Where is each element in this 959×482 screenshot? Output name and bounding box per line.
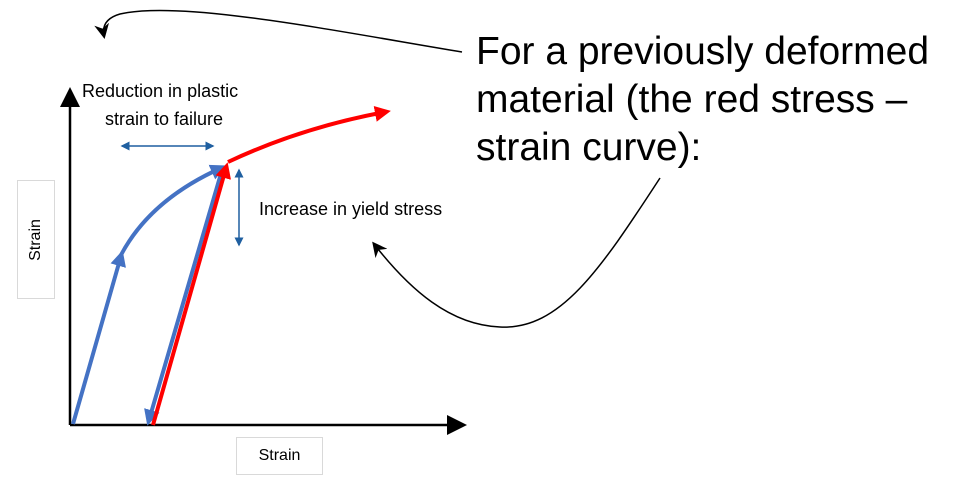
yield-increase-label: Increase in yield stress — [259, 199, 443, 219]
x-axis-label: Strain — [258, 447, 301, 464]
red-reloading — [151, 162, 231, 426]
title-line: material (the red stress – — [476, 78, 908, 121]
y-axis-label: Strain — [27, 218, 45, 261]
y-axis-label-box: Strain — [17, 180, 55, 299]
x-axis-label-box: Strain — [236, 437, 323, 475]
reduction-label-line1: Reduction in plastic — [82, 81, 239, 101]
reduction-label-line2: strain to failure — [105, 109, 224, 129]
pointer-arrow-top — [94, 9, 463, 53]
title-line: For a previously deformed — [476, 30, 930, 73]
slide-title: For a previously deformed material (the … — [476, 28, 929, 172]
blue-elastic-loading — [71, 250, 126, 425]
red-plastic-curve — [227, 105, 391, 164]
blue-unloading — [144, 169, 224, 426]
blue-plastic-curve — [119, 164, 227, 256]
pointer-arrow-bottom — [372, 177, 661, 328]
title-line: strain curve): — [476, 126, 702, 169]
